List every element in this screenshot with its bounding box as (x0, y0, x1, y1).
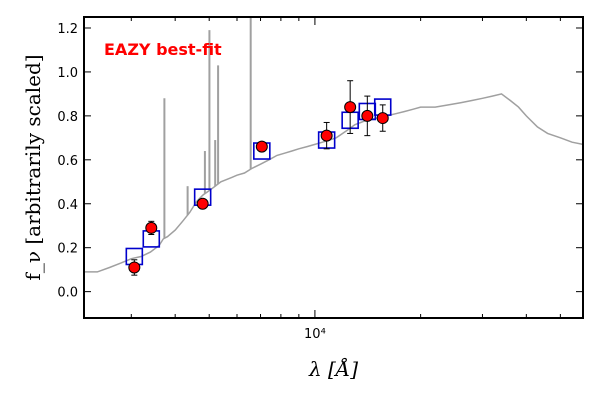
y-tick-label: 0.2 (57, 242, 78, 257)
y-tick-label: 1.0 (57, 66, 78, 81)
y-tick-label: 0.8 (57, 110, 78, 125)
observed-photometry-point (361, 109, 374, 122)
plot-layer (84, 17, 583, 276)
plot-frame (83, 16, 584, 319)
ticks-layer: 0.0 0.2 0.4 0.6 0.8 1.0 1.2 10⁴ (57, 17, 583, 342)
x-tick-label: 10⁴ (304, 327, 326, 342)
plot-area (84, 17, 583, 276)
observed-photometry-point (255, 140, 268, 153)
observed-photometry-point (320, 129, 333, 142)
y-tick-label: 1.2 (57, 22, 78, 37)
annotation-label: EAZY best-fit (104, 40, 222, 59)
observed-photometry-point (196, 197, 209, 210)
observed-photometry-point (128, 261, 141, 274)
model-spectrum-line (84, 93, 583, 273)
y-axis-label: f_ν [arbitrarily scaled] (21, 54, 45, 280)
observed-photometry-point (376, 112, 389, 125)
y-tick-label: 0.0 (57, 286, 78, 301)
y-tick-label: 0.6 (57, 154, 78, 169)
x-axis-label: λ [Å] (308, 356, 358, 381)
y-tick-label: 0.4 (57, 198, 78, 213)
observed-photometry-point (145, 221, 158, 234)
observed-photometry-point (344, 101, 357, 114)
